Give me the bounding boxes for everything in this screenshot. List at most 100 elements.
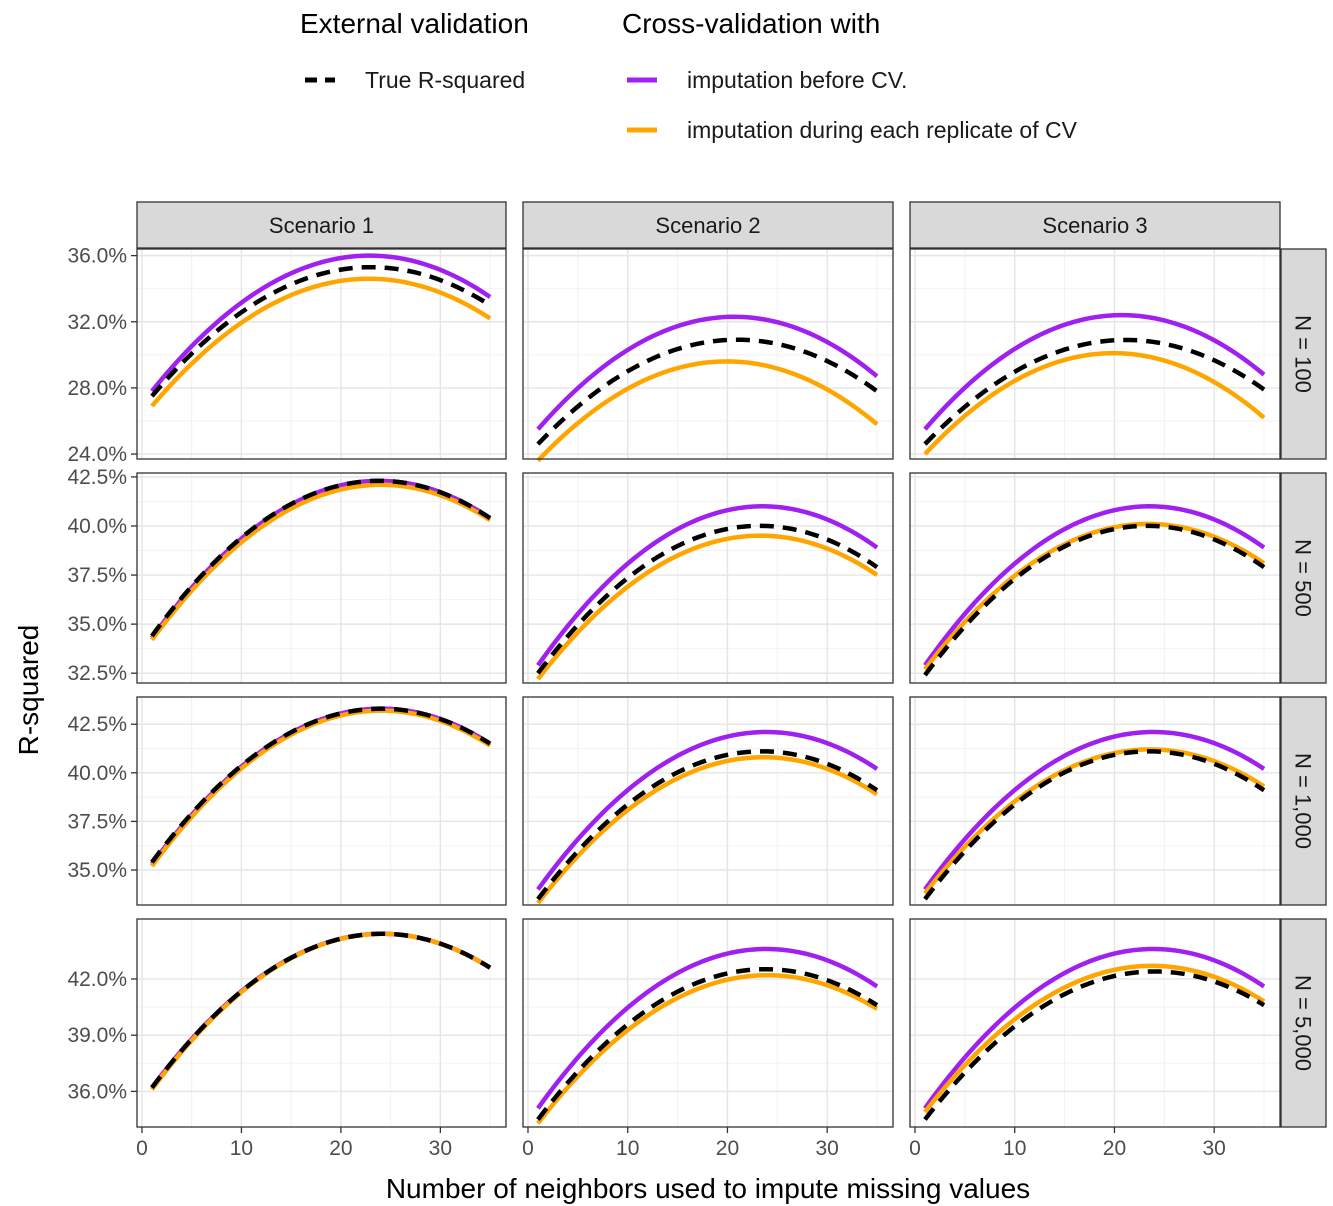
- legend-label-imputation-before-cv: imputation before CV.: [687, 67, 907, 93]
- x-tick-label: 0: [522, 1137, 534, 1160]
- series-line-imputation-during-each-replicate-of-cv: [923, 963, 1266, 1114]
- strip-row-2: [1280, 472, 1327, 684]
- strip-label-scenario-3: Scenario 3: [1042, 213, 1147, 238]
- y-tick-label: 35.0%: [67, 613, 127, 636]
- panel-background: [523, 473, 893, 683]
- x-tick-label: 10: [230, 1137, 253, 1160]
- panel-border: [909, 472, 1281, 684]
- y-tick-label: 32.5%: [67, 662, 127, 685]
- strip-label-row-2: N = 500: [1291, 539, 1316, 617]
- x-tick-label: 20: [1103, 1137, 1126, 1160]
- series-line-imputation-during-each-replicate-of-cv: [923, 350, 1266, 456]
- x-tick-label: 20: [329, 1137, 352, 1160]
- panel-r4-c1: [136, 918, 507, 1128]
- series-line-true-r-squared: [150, 264, 492, 398]
- x-tick-label: 0: [909, 1137, 921, 1160]
- y-tick-label: 42.0%: [67, 968, 127, 991]
- series-line-imputation-during-each-replicate-of-cv: [150, 482, 492, 642]
- x-tick-label: 10: [1003, 1137, 1026, 1160]
- panel-border: [136, 918, 507, 1128]
- y-tick-label: 37.5%: [67, 810, 127, 833]
- series-line-imputation-before-cv: [923, 504, 1266, 667]
- y-tick-label: 32.0%: [67, 311, 127, 334]
- legend-title-external-validation: External validation: [300, 8, 529, 39]
- panel-r3-c2: [522, 696, 894, 906]
- panel-border: [522, 696, 894, 906]
- series-line-imputation-before-cv: [536, 729, 879, 891]
- panel-border: [136, 248, 507, 460]
- series-line-imputation-before-cv: [150, 253, 492, 393]
- y-tick-label: 42.5%: [67, 466, 127, 489]
- series-line-imputation-during-each-replicate-of-cv: [150, 708, 492, 868]
- panel-background: [137, 697, 506, 905]
- panel-background: [910, 919, 1280, 1127]
- panel-border: [522, 248, 894, 460]
- panel-background: [137, 919, 506, 1127]
- strip-label-scenario-2: Scenario 2: [655, 213, 760, 238]
- y-tick-label: 24.0%: [67, 443, 127, 466]
- y-tick-label: 36.0%: [67, 245, 127, 268]
- panel-r2-c1: [136, 472, 507, 684]
- panel-background: [523, 697, 893, 905]
- strip-label-row-3: N = 1,000: [1291, 753, 1316, 849]
- panel-r2-c3: [909, 472, 1281, 684]
- series-line-imputation-during-each-replicate-of-cv: [536, 972, 879, 1125]
- x-tick-label: 30: [815, 1137, 838, 1160]
- series-line-imputation-during-each-replicate-of-cv: [150, 931, 492, 1091]
- panel-border: [522, 918, 894, 1128]
- series-line-imputation-before-cv: [923, 729, 1266, 891]
- panel-background: [523, 919, 893, 1127]
- series-line-imputation-before-cv: [536, 314, 879, 431]
- series-line-imputation-during-each-replicate-of-cv: [536, 754, 879, 905]
- panel-border: [909, 918, 1281, 1128]
- strip-scenario-1: [136, 201, 507, 249]
- series-line-imputation-before-cv: [536, 946, 879, 1110]
- y-tick-label: 40.0%: [67, 762, 127, 785]
- panel-grid: Scenario 1 Scenario 2 Scenario 3 N = 100 24.…: [67, 201, 1327, 1160]
- legend-label-imputation-during-each-replicate-of-cv: imputation during each replicate of CV: [687, 117, 1078, 143]
- series-line-imputation-before-cv: [923, 312, 1266, 431]
- x-tick-label: 10: [616, 1137, 639, 1160]
- y-axis-title: R-squared: [13, 625, 44, 756]
- legend-label-true-r-squared: True R-squared: [365, 67, 525, 93]
- legend-title-cross-validation-with: Cross-validation with: [622, 8, 880, 39]
- panel-background: [910, 697, 1280, 905]
- y-tick-label: 37.5%: [67, 564, 127, 587]
- x-tick-label: 30: [1202, 1137, 1225, 1160]
- panel-r3-c3: [909, 696, 1281, 906]
- strip-scenario-2: [522, 201, 894, 249]
- series-line-imputation-during-each-replicate-of-cv: [536, 359, 879, 463]
- strip-label-row-4: N = 5,000: [1291, 975, 1316, 1071]
- y-tick-label: 28.0%: [67, 377, 127, 400]
- y-tick-label: 40.0%: [67, 515, 127, 538]
- strip-row-3: [1280, 696, 1327, 906]
- strip-row-1: [1280, 248, 1327, 460]
- strip-label-scenario-1: Scenario 1: [269, 213, 374, 238]
- panel-border: [136, 696, 507, 906]
- panel-r1-c3: [909, 248, 1281, 460]
- y-tick-label: 36.0%: [67, 1080, 127, 1103]
- x-tick-label: 30: [429, 1137, 452, 1160]
- series-line-imputation-before-cv: [923, 946, 1266, 1110]
- panel-border: [909, 248, 1281, 460]
- series-line-true-r-squared: [536, 337, 879, 446]
- panel-border: [522, 472, 894, 684]
- panel-border: [136, 472, 507, 684]
- panel-border: [909, 696, 1281, 906]
- panel-background: [137, 473, 506, 683]
- series-line-imputation-during-each-replicate-of-cv: [150, 276, 492, 408]
- series-line-imputation-before-cv: [536, 504, 879, 667]
- series-line-imputation-during-each-replicate-of-cv: [536, 533, 879, 681]
- y-tick-label: 35.0%: [67, 859, 127, 882]
- panel-background: [910, 473, 1280, 683]
- panel-r4-c2: [522, 918, 894, 1128]
- y-tick-label: 39.0%: [67, 1024, 127, 1047]
- series-line-imputation-during-each-replicate-of-cv: [923, 521, 1266, 671]
- strip-label-row-1: N = 100: [1291, 315, 1316, 393]
- x-tick-label: 0: [136, 1137, 148, 1160]
- panel-background: [523, 249, 893, 459]
- panel-r2-c2: [522, 472, 894, 684]
- panel-r1-c2: [522, 248, 894, 463]
- y-tick-label: 42.5%: [67, 713, 127, 736]
